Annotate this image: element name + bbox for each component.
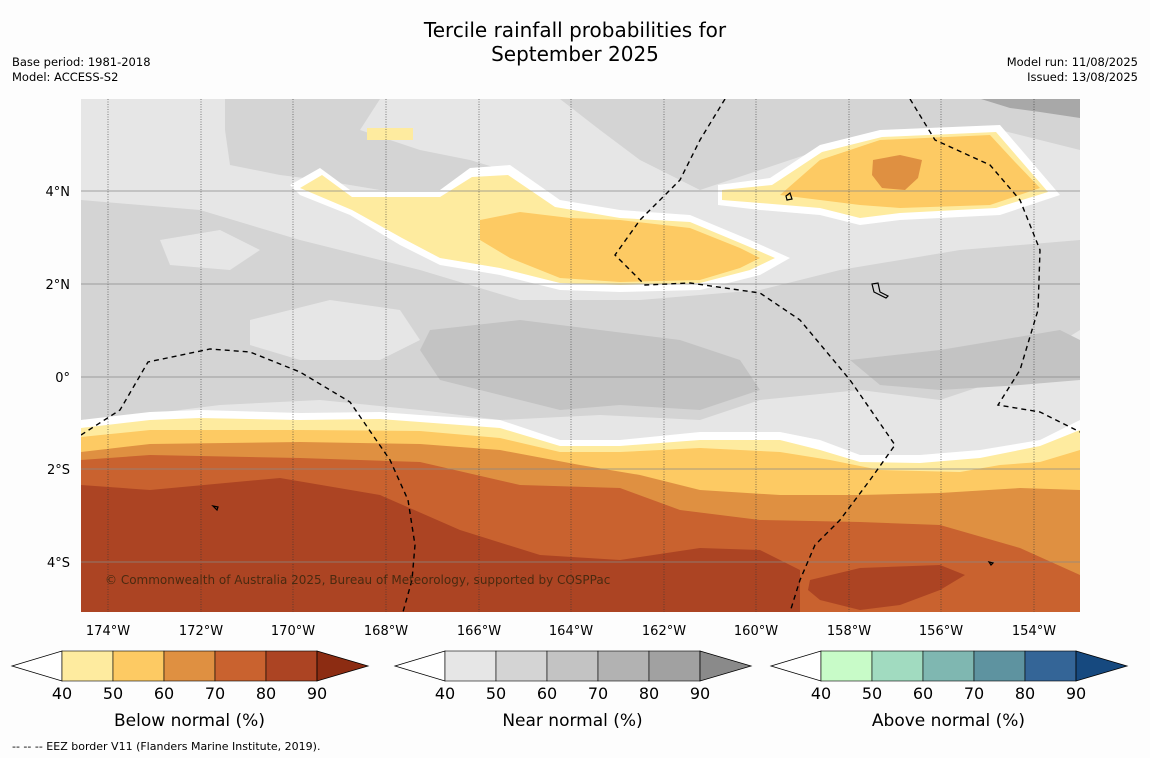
island [987,561,995,566]
latitude-labels: 4°N 2°N 0° 2°S 4°S [46,185,71,571]
eez-border-line [614,99,896,612]
copyright-text: © Commonwealth of Australia 2025, Bureau… [105,573,610,587]
colorbar-tick-label: 60 [537,684,557,703]
colorbar-segment [265,650,318,682]
colorbar-title: Near normal (%) [502,711,642,731]
colorbar-segment [444,650,497,682]
colorbar-tick-label: 90 [1066,684,1086,703]
near-normal-40-patch [250,300,420,360]
model-text: Model: ACCESS-S2 [12,70,119,84]
latitude-label: 4°N [46,185,71,200]
latitude-label: 0° [55,371,70,386]
latitude-label: 2°N [46,278,71,293]
longitude-label: 160°W [734,624,778,639]
eez-borders [81,99,1080,612]
longitude-label: 168°W [364,624,408,639]
colorbar-segment [922,650,975,682]
colorbar-tick-label: 40 [52,684,72,703]
eez-border-line [81,348,416,612]
issued-text: Issued: 13/08/2025 [1027,70,1138,84]
colorbar-segment [973,650,1026,682]
chart-title: Tercile rainfall probabilities for Septe… [0,18,1150,66]
colorbar-tick-label: 40 [435,684,455,703]
colorbar-3: 40 50 60 70 80 90 Above normal (%) [769,650,1129,731]
colorbar-1: 40 50 60 70 80 90 Below normal (%) [10,650,370,731]
model-info: Base period: 1981-2018 Model: ACCESS-S2 [12,55,151,85]
colorbar-min-extension [10,650,63,682]
near-normal-40-patch [160,230,260,270]
colorbar-tick-label: 90 [690,684,710,703]
longitude-label: 166°W [457,624,501,639]
latitude-label: 4°S [47,556,70,571]
colorbar-tick-label: 70 [205,684,225,703]
near-normal-60-patch [420,320,760,410]
colorbar-tick-label: 50 [103,684,123,703]
colorbar-segment [163,650,216,682]
map-plot-area [81,99,1080,612]
colorbar-segment [1024,650,1077,682]
latitude-label: 2°S [47,463,70,478]
near-normal-50-band [81,200,1080,420]
colorbar-tick-label: 80 [1015,684,1035,703]
below-normal-40-islet [367,128,413,140]
colorbar-tick-label: 70 [964,684,984,703]
colorbar-max-extension [699,650,753,682]
eez-footnote: -- -- -- EEZ border V11 (Flanders Marine… [12,740,321,753]
colorbar-min-extension [769,650,822,682]
island [871,282,890,299]
longitude-label: 174°W [86,624,130,639]
map-gridlines [81,99,1080,612]
colorbar-segment [597,650,650,682]
colorbar-tick-label: 70 [588,684,608,703]
eez-border-line [909,99,1080,433]
longitude-label: 170°W [271,624,315,639]
colorbar-tick-label: 80 [639,684,659,703]
colorbar-tick-label: 80 [256,684,276,703]
longitude-label: 164°W [549,624,593,639]
colorbar-title: Below normal (%) [114,711,265,731]
near-normal-60-patch [850,330,1080,390]
colorbar-segment [112,650,165,682]
colorbar-segment [61,650,114,682]
longitude-label: 172°W [179,624,223,639]
longitude-label: 158°W [827,624,871,639]
colorbar-segment [820,650,873,682]
colorbar-2: 40 50 60 70 80 90 Near normal (%) [393,650,753,731]
title-line-2: September 2025 [491,42,659,66]
below-normal-80-band [81,478,800,612]
colorbar-tick-label: 60 [913,684,933,703]
island [211,505,219,512]
issue-info: Model run: 11/08/2025 Issued: 13/08/2025 [1007,55,1138,85]
colorbar-min-extension [393,650,446,682]
near-normal-80-patch [981,99,1080,118]
islands [211,192,995,566]
near-normal-50-patch [560,99,1080,190]
base-period-text: Base period: 1981-2018 [12,55,151,69]
colorbar-tick-label: 50 [862,684,882,703]
colorbar-segment [871,650,924,682]
model-run-text: Model run: 11/08/2025 [1006,55,1138,69]
title-line-1: Tercile rainfall probabilities for [423,18,727,42]
island [785,192,793,201]
colorbar-segment [495,650,548,682]
colorbar-max-extension [1075,650,1129,682]
legend-colorbars: 40 50 60 70 80 90 Below normal (%) 40 50 60 70 80 90… [10,650,1129,731]
below-normal-80-patch [808,565,965,610]
colorbar-segment [648,650,701,682]
longitude-label: 154°W [1012,624,1056,639]
colorbar-title: Above normal (%) [872,711,1025,731]
colorbar-tick-label: 60 [154,684,174,703]
below-normal-60-patch [872,155,922,190]
colorbar-tick-label: 40 [811,684,831,703]
longitude-label: 162°W [642,624,686,639]
longitude-label: 156°W [919,624,963,639]
colorbar-tick-label: 50 [486,684,506,703]
colorbar-tick-label: 90 [307,684,327,703]
longitude-labels: 174°W 172°W 170°W 168°W 166°W 164°W 162°W 160°W… [86,624,1056,639]
colorbar-segment [546,650,599,682]
colorbar-max-extension [316,650,370,682]
colorbar-segment [214,650,267,682]
